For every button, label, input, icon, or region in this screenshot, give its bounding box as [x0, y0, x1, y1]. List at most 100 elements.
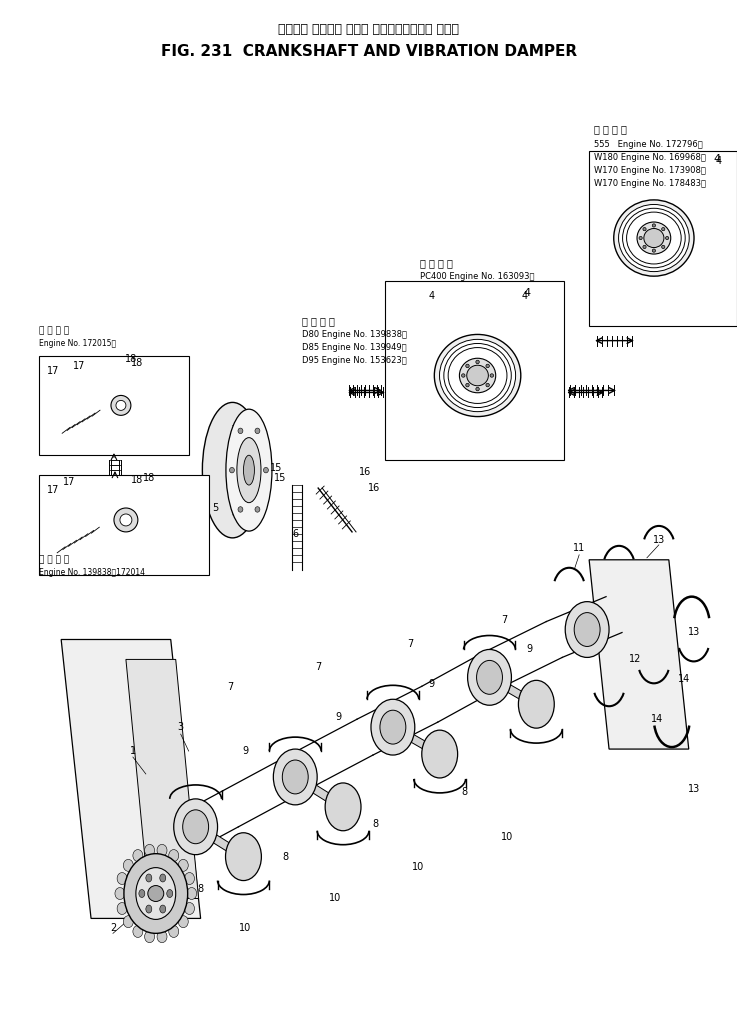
Text: 7: 7: [407, 640, 413, 650]
Text: 2: 2: [110, 924, 116, 933]
Ellipse shape: [283, 760, 308, 794]
Ellipse shape: [477, 660, 503, 695]
Ellipse shape: [184, 902, 195, 915]
Text: クランク シャフト および バイブレーション ダンパ: クランク シャフト および バイブレーション ダンパ: [278, 23, 460, 37]
Text: 18: 18: [142, 474, 155, 483]
Ellipse shape: [565, 601, 609, 657]
Bar: [385, 281, 565, 460]
Circle shape: [486, 383, 489, 386]
Ellipse shape: [146, 874, 152, 882]
Text: 17: 17: [63, 478, 75, 487]
Text: 10: 10: [329, 893, 341, 903]
Ellipse shape: [184, 873, 195, 884]
Ellipse shape: [459, 358, 496, 392]
Ellipse shape: [160, 906, 166, 913]
Text: D85 Engine No. 139949～: D85 Engine No. 139949～: [303, 343, 407, 352]
Text: 6: 6: [292, 529, 298, 538]
Circle shape: [490, 374, 494, 377]
Circle shape: [476, 387, 479, 390]
Text: 18: 18: [125, 354, 137, 364]
Text: 15: 15: [274, 474, 286, 483]
Bar: [39, 476, 209, 575]
Text: 555   Engine No. 172796～: 555 Engine No. 172796～: [594, 140, 703, 149]
Text: 17: 17: [47, 365, 59, 375]
Ellipse shape: [169, 850, 179, 862]
Text: 8: 8: [372, 818, 378, 828]
Text: 8: 8: [198, 883, 204, 893]
Text: 9: 9: [526, 645, 532, 654]
Bar: [39, 356, 189, 455]
Polygon shape: [126, 659, 199, 898]
Text: 適 用 号 機: 適 用 号 機: [303, 315, 335, 325]
Ellipse shape: [238, 507, 243, 512]
Ellipse shape: [139, 889, 145, 897]
Circle shape: [652, 249, 655, 252]
Circle shape: [652, 224, 655, 227]
Ellipse shape: [230, 467, 235, 473]
Ellipse shape: [157, 931, 167, 943]
Ellipse shape: [117, 873, 127, 884]
Ellipse shape: [136, 868, 176, 920]
Text: 7: 7: [501, 614, 508, 625]
Text: 適 用 号 機: 適 用 号 機: [39, 556, 69, 565]
Ellipse shape: [167, 889, 173, 897]
Text: 17: 17: [73, 361, 86, 370]
Ellipse shape: [325, 783, 361, 830]
Polygon shape: [287, 777, 351, 807]
Text: 14: 14: [677, 674, 690, 684]
Bar: [589, 151, 737, 325]
Text: 4: 4: [523, 288, 531, 298]
Ellipse shape: [238, 428, 243, 434]
Ellipse shape: [255, 428, 260, 434]
Text: 14: 14: [651, 714, 663, 724]
Ellipse shape: [145, 931, 154, 943]
Ellipse shape: [124, 854, 187, 933]
Polygon shape: [589, 560, 689, 749]
Ellipse shape: [179, 859, 188, 871]
Ellipse shape: [518, 680, 554, 728]
Ellipse shape: [179, 916, 188, 928]
Text: W180 Engine No. 169968～: W180 Engine No. 169968～: [594, 153, 706, 162]
Ellipse shape: [145, 845, 154, 857]
Circle shape: [643, 245, 646, 248]
Ellipse shape: [627, 212, 681, 264]
Circle shape: [461, 374, 465, 377]
Ellipse shape: [157, 845, 167, 857]
Circle shape: [486, 364, 489, 368]
Text: 適 用 号 機: 適 用 号 機: [594, 125, 627, 135]
Ellipse shape: [117, 902, 127, 915]
Ellipse shape: [440, 340, 516, 412]
Text: 11: 11: [573, 542, 585, 553]
Text: 1: 1: [130, 746, 136, 756]
Text: 10: 10: [412, 862, 424, 872]
Text: 10: 10: [501, 831, 514, 842]
Text: 15: 15: [270, 463, 283, 474]
Ellipse shape: [466, 365, 489, 385]
Circle shape: [116, 401, 126, 411]
Circle shape: [120, 514, 132, 526]
Text: 4: 4: [714, 154, 721, 164]
Text: FIG. 231  CRANKSHAFT AND VIBRATION DAMPER: FIG. 231 CRANKSHAFT AND VIBRATION DAMPER: [161, 45, 577, 59]
Circle shape: [148, 885, 164, 901]
Circle shape: [639, 236, 642, 239]
Text: 13: 13: [688, 784, 700, 794]
Text: Engine No. 139838～172014: Engine No. 139838～172014: [39, 568, 145, 577]
Ellipse shape: [255, 507, 260, 512]
Text: 18: 18: [131, 476, 143, 485]
Circle shape: [476, 360, 479, 364]
Text: 7: 7: [227, 682, 234, 693]
Circle shape: [466, 364, 469, 368]
Ellipse shape: [422, 730, 458, 778]
Ellipse shape: [614, 200, 694, 276]
Ellipse shape: [187, 887, 196, 899]
Text: D80 Engine No. 139838～: D80 Engine No. 139838～: [303, 331, 407, 339]
Text: 17: 17: [47, 485, 59, 495]
Circle shape: [466, 383, 469, 386]
Ellipse shape: [202, 403, 263, 537]
Text: 7: 7: [315, 662, 321, 672]
Ellipse shape: [623, 208, 685, 268]
Polygon shape: [482, 677, 545, 705]
Text: 9: 9: [429, 679, 435, 690]
Circle shape: [662, 245, 665, 248]
Text: W170 Engine No. 173908～: W170 Engine No. 173908～: [594, 166, 706, 174]
